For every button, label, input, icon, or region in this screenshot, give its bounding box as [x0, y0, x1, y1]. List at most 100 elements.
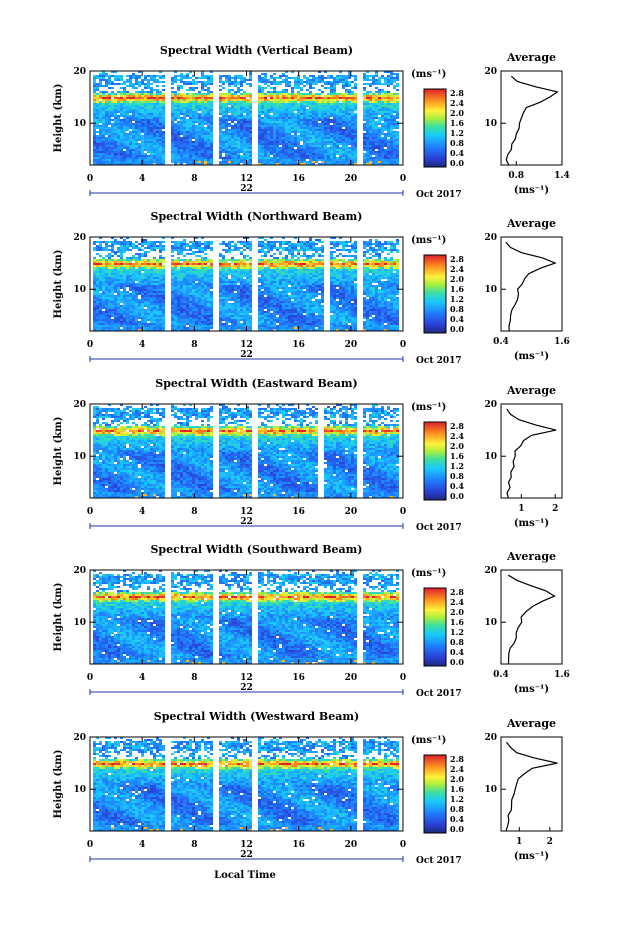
heatmap-cell — [117, 255, 120, 257]
heatmap-cell — [219, 105, 222, 107]
heatmap-cell — [345, 123, 348, 125]
heatmap-cell — [378, 119, 381, 121]
heatmap-cell — [348, 141, 351, 143]
heatmap-cell — [372, 247, 375, 249]
heatmap-cell — [132, 159, 135, 161]
heatmap-cell — [174, 145, 177, 147]
heatmap-cell — [264, 143, 267, 145]
heatmap-cell — [147, 81, 150, 83]
heatmap-cell — [264, 121, 267, 123]
heatmap-cell — [282, 149, 285, 151]
heatmap-cell — [99, 83, 102, 85]
heatmap-cell — [303, 81, 306, 83]
heatmap-cell — [195, 77, 198, 79]
heatmap-cell — [258, 149, 261, 151]
heatmap-cell — [342, 111, 345, 113]
heatmap-cell — [390, 129, 393, 131]
heatmap-cell — [312, 123, 315, 125]
heatmap-cell — [192, 113, 195, 115]
heatmap-cell — [288, 133, 291, 135]
heatmap-cell — [141, 267, 144, 269]
heatmap-cell — [384, 123, 387, 125]
heatmap-cell — [267, 143, 270, 145]
heatmap-cell — [291, 159, 294, 161]
heatmap-cell — [234, 269, 237, 271]
heatmap-cell — [177, 247, 180, 249]
heatmap-cell — [387, 131, 390, 133]
heatmap-cell — [129, 77, 132, 79]
heatmap-cell — [345, 149, 348, 151]
heatmap-cell — [309, 139, 312, 141]
heatmap-cell — [384, 119, 387, 121]
heatmap-cell — [291, 265, 294, 267]
heatmap-cell — [279, 75, 282, 77]
heatmap-cell — [174, 155, 177, 157]
heatmap-cell — [351, 127, 354, 129]
heatmap-cell — [333, 83, 336, 85]
heatmap-cell — [150, 147, 153, 149]
heatmap-cell — [129, 127, 132, 129]
heatmap-cell — [123, 251, 126, 253]
heatmap-cell — [345, 119, 348, 121]
heatmap-cell — [288, 259, 291, 261]
heatmap-cell — [198, 255, 201, 257]
heatmap-cell — [261, 77, 264, 79]
heatmap-cell — [312, 259, 315, 261]
heatmap-cell — [306, 147, 309, 149]
heatmap-cell — [366, 95, 369, 97]
heatmap-cell — [132, 127, 135, 129]
heatmap-cell — [303, 123, 306, 125]
heatmap-cell — [129, 83, 132, 85]
heatmap-cell — [174, 137, 177, 139]
heatmap-cell — [111, 99, 114, 101]
heatmap-cell — [237, 77, 240, 79]
heatmap-cell — [258, 93, 261, 95]
heatmap-cell — [159, 75, 162, 77]
heatmap-cell — [366, 155, 369, 157]
heatmap-cell — [387, 125, 390, 127]
heatmap-cell — [309, 149, 312, 151]
heatmap-cell — [396, 79, 399, 81]
heatmap-cell — [321, 101, 324, 103]
heatmap-cell — [384, 109, 387, 111]
heatmap-cell — [231, 109, 234, 111]
heatmap-cell — [105, 119, 108, 121]
heatmap-cell — [135, 155, 138, 157]
heatmap-cell — [195, 133, 198, 135]
heatmap-cell — [390, 73, 393, 75]
heatmap-cell — [105, 129, 108, 131]
heatmap-cell — [381, 115, 384, 117]
heatmap-cell — [306, 263, 309, 265]
heatmap-cell — [222, 265, 225, 267]
heatmap-cell — [300, 101, 303, 103]
heatmap-cell — [141, 253, 144, 255]
heatmap-cell — [159, 245, 162, 247]
heatmap-cell — [318, 131, 321, 133]
heatmap-cell — [321, 105, 324, 107]
heatmap-cell — [294, 125, 297, 127]
heatmap-cell — [267, 99, 270, 101]
heatmap-cell — [174, 259, 177, 261]
heatmap-cell — [207, 147, 210, 149]
heatmap-cell — [195, 95, 198, 97]
heatmap-cell — [186, 265, 189, 267]
panel-title: Spectral Width (Vertical Beam) — [160, 44, 353, 57]
heatmap-cell — [108, 241, 111, 243]
heatmap-cell — [186, 263, 189, 265]
heatmap-cell — [327, 123, 330, 125]
heatmap-cell — [105, 137, 108, 139]
heatmap-cell — [240, 109, 243, 111]
heatmap-cell — [270, 123, 273, 125]
heatmap-cell — [99, 119, 102, 121]
heatmap-cell — [204, 97, 207, 99]
heatmap-cell — [309, 127, 312, 129]
heatmap-cell — [300, 123, 303, 125]
heatmap-cell — [183, 81, 186, 83]
heatmap-cell — [342, 267, 345, 269]
heatmap-cell — [387, 153, 390, 155]
heatmap-cell — [288, 263, 291, 265]
heatmap-cell — [99, 121, 102, 123]
heatmap-cell — [192, 145, 195, 147]
heatmap-cell — [186, 159, 189, 161]
heatmap-cell — [96, 249, 99, 251]
